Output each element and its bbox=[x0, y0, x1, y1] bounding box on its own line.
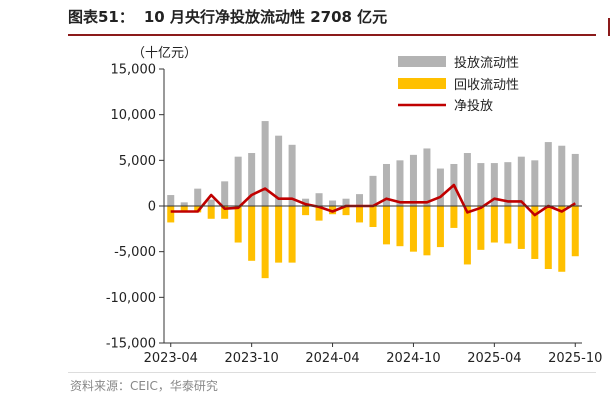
withdrawal-bar bbox=[517, 206, 525, 249]
header-rule bbox=[68, 34, 596, 36]
withdrawal-bar bbox=[342, 206, 350, 216]
bars bbox=[167, 121, 579, 279]
y-tick-label: 15,000 bbox=[111, 63, 157, 78]
y-tick-label: -5,000 bbox=[114, 245, 156, 260]
y-tick-label: -10,000 bbox=[106, 291, 156, 306]
injection-bar bbox=[275, 135, 283, 206]
injection-bar bbox=[558, 145, 566, 206]
withdrawal-bar bbox=[463, 206, 471, 265]
withdrawal-bar bbox=[194, 206, 202, 213]
withdrawal-bar bbox=[531, 206, 539, 259]
injection-bar bbox=[288, 144, 296, 206]
injection-bar bbox=[409, 154, 417, 206]
withdrawal-bar bbox=[436, 206, 444, 248]
injection-bar bbox=[517, 156, 525, 206]
y-tick-label: 10,000 bbox=[111, 108, 157, 123]
y-axis: 15,000 10,000 5,000 0 -5,000 -10,000 -15,000 bbox=[106, 63, 165, 352]
legend-swatch bbox=[398, 56, 446, 67]
injection-bar bbox=[396, 160, 404, 206]
header-side-rule bbox=[608, 18, 610, 36]
withdrawal-bar bbox=[180, 206, 188, 211]
injection-bar bbox=[382, 163, 390, 206]
injection-bar bbox=[167, 195, 175, 206]
injection-bar bbox=[329, 200, 337, 206]
withdrawal-bar bbox=[261, 206, 269, 279]
withdrawal-bar bbox=[248, 206, 256, 261]
injection-bar bbox=[356, 194, 364, 206]
x-tick-label: 2023-04 bbox=[144, 351, 198, 366]
injection-bar bbox=[369, 175, 377, 206]
withdrawal-bar bbox=[302, 206, 310, 216]
legend-swatch bbox=[398, 78, 446, 89]
x-tick-label: 2024-04 bbox=[305, 351, 359, 366]
x-axis: 2023-04 2023-10 2024-04 2024-10 2025-04 2025-… bbox=[144, 205, 602, 366]
withdrawal-bar bbox=[450, 206, 458, 228]
injection-bar bbox=[463, 153, 471, 206]
withdrawal-bar bbox=[167, 206, 175, 223]
x-tick-label: 2025-04 bbox=[467, 351, 521, 366]
injection-bar bbox=[221, 181, 229, 206]
injection-bar bbox=[342, 198, 350, 206]
source-note: 资料来源：CEIC，华泰研究 bbox=[70, 379, 218, 393]
injection-bar bbox=[302, 198, 310, 206]
legend-label: 投放流动性 bbox=[454, 55, 519, 71]
y-unit-label: （十亿元） bbox=[132, 46, 197, 61]
y-tick-label: 5,000 bbox=[119, 154, 156, 169]
withdrawal-bar bbox=[571, 206, 579, 257]
injection-bar bbox=[504, 162, 512, 206]
withdrawal-bar bbox=[356, 206, 364, 223]
withdrawal-bar bbox=[207, 206, 215, 219]
withdrawal-bar bbox=[396, 206, 404, 247]
x-tick-label: 2023-10 bbox=[224, 351, 278, 366]
withdrawal-bar bbox=[477, 206, 485, 250]
withdrawal-bar bbox=[234, 206, 242, 243]
withdrawal-bar bbox=[490, 206, 498, 243]
withdrawal-bar bbox=[504, 206, 512, 244]
injection-bar bbox=[477, 163, 485, 206]
injection-bar bbox=[207, 199, 215, 206]
withdrawal-bar bbox=[558, 206, 566, 272]
injection-bar bbox=[571, 153, 579, 206]
y-tick-label: 0 bbox=[148, 200, 156, 215]
x-tick-label: 2024-10 bbox=[386, 351, 440, 366]
injection-bar bbox=[531, 160, 539, 206]
x-tick-label: 2025-10 bbox=[548, 351, 602, 366]
injection-bar bbox=[194, 188, 202, 206]
injection-bar bbox=[234, 156, 242, 206]
injection-bar bbox=[180, 202, 188, 206]
y-tick-label: -15,000 bbox=[106, 337, 156, 352]
withdrawal-bar bbox=[288, 206, 296, 263]
withdrawal-bar bbox=[544, 206, 552, 270]
legend-label: 净投放 bbox=[454, 98, 493, 114]
withdrawal-bar bbox=[315, 206, 323, 221]
withdrawal-bar bbox=[409, 206, 417, 252]
footer-rule bbox=[68, 372, 596, 373]
injection-bar bbox=[544, 142, 552, 206]
withdrawal-bar bbox=[369, 206, 377, 228]
legend-label: 回收流动性 bbox=[454, 78, 519, 93]
withdrawal-bar bbox=[382, 206, 390, 245]
withdrawal-bar bbox=[423, 206, 431, 256]
withdrawal-bar bbox=[221, 206, 229, 219]
injection-bar bbox=[436, 168, 444, 206]
injection-bar bbox=[490, 163, 498, 206]
figure-title-text: 10 月央行净投放流动性 2708 亿元 bbox=[143, 8, 388, 26]
figure-number: 图表51： bbox=[68, 8, 134, 26]
injection-bar bbox=[248, 153, 256, 206]
figure-title: 图表51： 10 月央行净投放流动性 2708 亿元 bbox=[68, 6, 397, 27]
withdrawal-bar bbox=[275, 206, 283, 263]
injection-bar bbox=[315, 193, 323, 206]
injection-bar bbox=[423, 148, 431, 206]
injection-bar bbox=[261, 121, 269, 206]
